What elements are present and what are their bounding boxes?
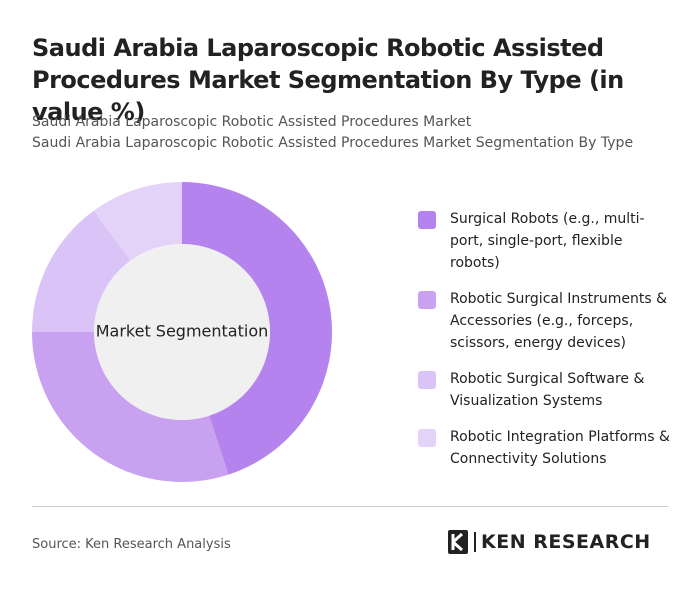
logo: KEN RESEARCH [448,530,651,554]
donut-segment [32,332,229,483]
chart-title: Saudi Arabia Laparoscopic Robotic Assist… [32,34,624,126]
donut-segment [182,182,333,475]
center-label: Market Segmentation [96,322,269,341]
legend-item: Robotic Surgical Instruments & Accessori… [418,288,678,354]
legend-swatch [418,291,436,309]
legend: Surgical Robots (e.g., multi-port, singl… [418,208,678,484]
divider [32,506,668,507]
legend-label: Robotic Surgical Instruments & Accessori… [450,291,667,351]
subtitle: Saudi Arabia Laparoscopic Robotic Assist… [32,114,472,130]
legend-item: Surgical Robots (e.g., multi-port, singl… [418,208,678,274]
logo-text: KEN RESEARCH [474,532,651,552]
legend-item: Robotic Surgical Software & Visualizatio… [418,368,678,412]
legend-label: Robotic Surgical Software & Visualizatio… [450,371,645,409]
donut-hole [94,244,270,420]
donut-segment [32,210,131,332]
logo-icon [448,530,468,554]
subtitle: Saudi Arabia Laparoscopic Robotic Assist… [32,135,634,151]
source: Source: Ken Research Analysis [32,537,231,552]
legend-swatch [418,211,436,229]
donut-segment [93,182,182,261]
legend-swatch [418,429,436,447]
legend-item: Robotic Integration Platforms & Connecti… [418,426,678,470]
legend-swatch [418,371,436,389]
legend-label: Surgical Robots (e.g., multi-port, singl… [450,211,645,271]
chart: Market Segmentation [32,182,333,483]
legend-label: Robotic Integration Platforms & Connecti… [450,429,670,467]
